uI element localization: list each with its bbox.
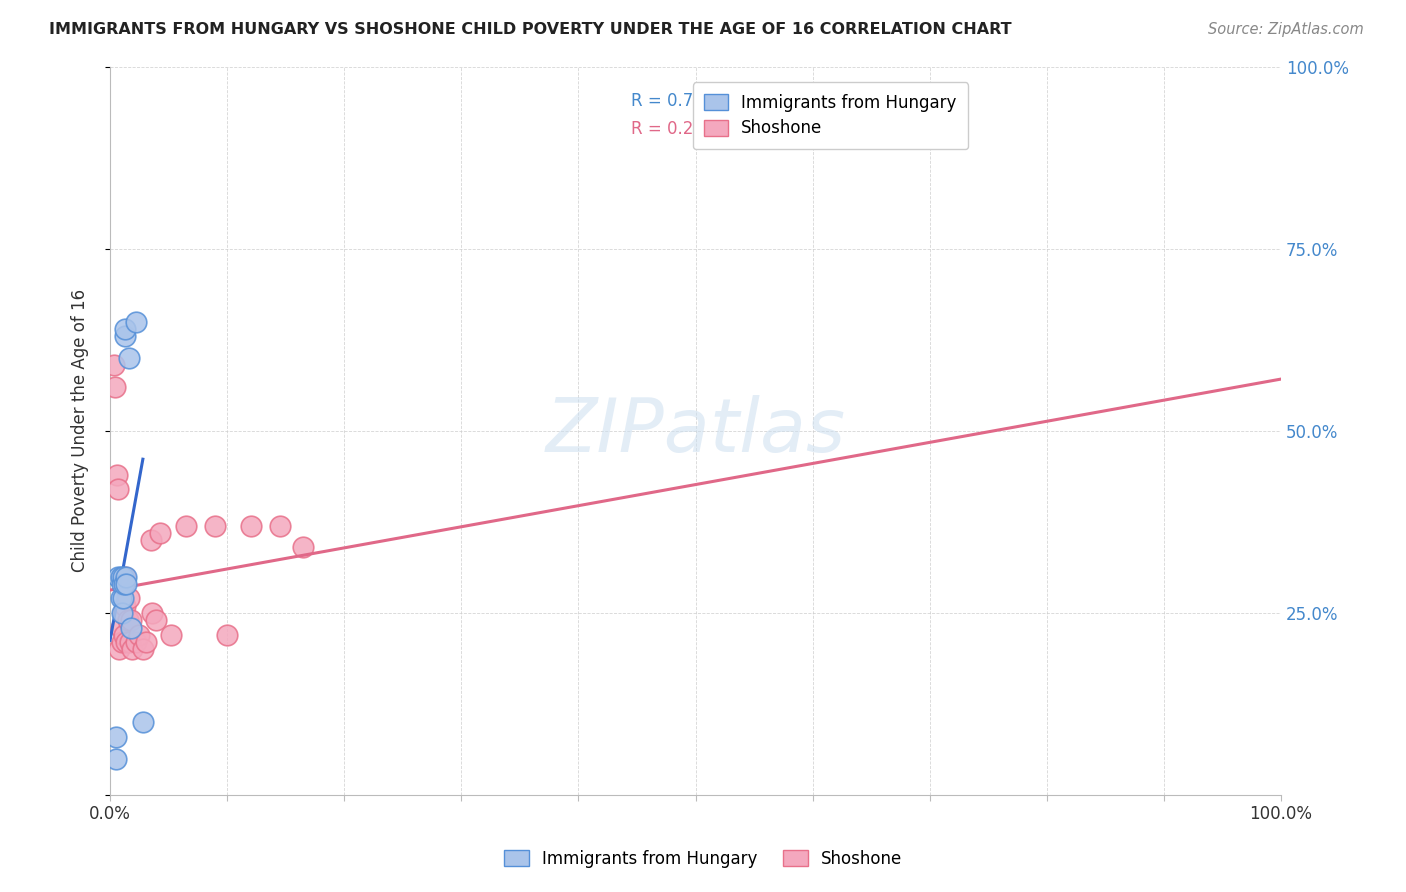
Point xyxy=(118,635,141,649)
Text: R = 0.286   N = 32: R = 0.286 N = 32 xyxy=(631,120,789,137)
Text: IMMIGRANTS FROM HUNGARY VS SHOSHONE CHILD POVERTY UNDER THE AGE OF 16 CORRELATIO: IMMIGRANTS FROM HUNGARY VS SHOSHONE CHIL… xyxy=(49,22,1012,37)
Point xyxy=(120,613,142,627)
Point xyxy=(112,576,135,591)
Point xyxy=(141,606,163,620)
Point xyxy=(139,533,162,547)
Point xyxy=(105,467,128,482)
Point xyxy=(160,628,183,642)
Point xyxy=(145,613,167,627)
Point xyxy=(110,569,132,583)
Point xyxy=(117,613,139,627)
Point xyxy=(239,518,262,533)
Point xyxy=(107,482,129,496)
Legend: Immigrants from Hungary, Shoshone: Immigrants from Hungary, Shoshone xyxy=(498,844,908,875)
Point xyxy=(128,628,150,642)
Legend: Immigrants from Hungary, Shoshone: Immigrants from Hungary, Shoshone xyxy=(693,82,969,149)
Point xyxy=(111,606,134,620)
Text: R = 0.742   N = 18: R = 0.742 N = 18 xyxy=(631,92,789,110)
Text: Source: ZipAtlas.com: Source: ZipAtlas.com xyxy=(1208,22,1364,37)
Point xyxy=(115,576,138,591)
Point xyxy=(103,358,125,372)
Point xyxy=(132,715,155,730)
Point xyxy=(115,569,138,583)
Point xyxy=(111,606,134,620)
Point xyxy=(111,576,134,591)
Point xyxy=(107,569,129,583)
Point xyxy=(114,599,136,613)
Point xyxy=(114,569,136,583)
Point xyxy=(115,635,138,649)
Point xyxy=(114,322,136,336)
Text: ZIPatlas: ZIPatlas xyxy=(546,395,845,467)
Point xyxy=(114,329,136,343)
Point xyxy=(125,635,148,649)
Point xyxy=(111,635,134,649)
Point xyxy=(292,541,315,555)
Point xyxy=(111,591,134,606)
Point xyxy=(132,642,155,657)
Point xyxy=(118,351,141,365)
Point xyxy=(149,525,172,540)
Point xyxy=(110,620,132,634)
Point xyxy=(112,628,135,642)
Point xyxy=(104,730,127,744)
Y-axis label: Child Poverty Under the Age of 16: Child Poverty Under the Age of 16 xyxy=(72,289,89,573)
Point xyxy=(118,591,141,606)
Point xyxy=(104,751,127,765)
Point xyxy=(111,569,134,583)
Point xyxy=(104,380,127,394)
Point xyxy=(110,591,132,606)
Point xyxy=(108,642,131,657)
Point xyxy=(135,635,157,649)
Point xyxy=(217,628,239,642)
Point xyxy=(125,314,148,328)
Point xyxy=(120,620,142,634)
Point xyxy=(269,518,291,533)
Point xyxy=(121,642,143,657)
Point xyxy=(174,518,197,533)
Point xyxy=(204,518,226,533)
